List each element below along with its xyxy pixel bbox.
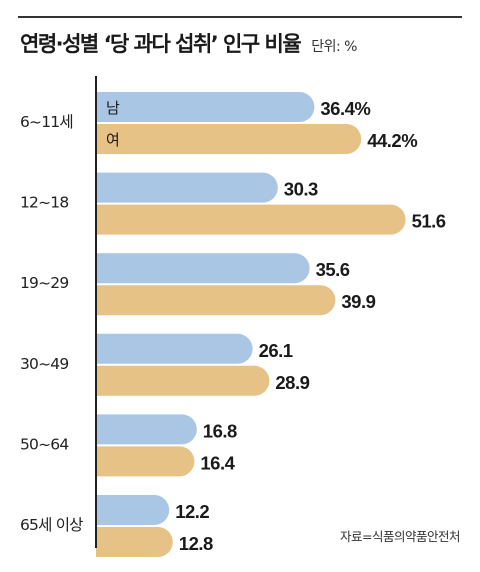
data-label: 12.8 [179, 533, 213, 554]
category-label: 65세 이상 [20, 516, 83, 534]
unit-label: 단위: % [311, 39, 357, 55]
legend-male: 남 [106, 99, 120, 117]
female-bar [96, 527, 173, 557]
male-bar [96, 495, 170, 525]
data-label: 44.2% [367, 130, 417, 151]
data-label: 26.1 [259, 340, 293, 361]
female-bar [96, 204, 406, 235]
male-bar [96, 253, 310, 284]
data-label: 16.8 [203, 420, 237, 441]
data-label: 51.6 [412, 211, 446, 232]
male-bar [96, 92, 315, 122]
category-label: 30~49 [20, 355, 68, 373]
category-label: 12~18 [20, 194, 68, 212]
female-bar [96, 365, 270, 396]
male-bar [96, 172, 278, 203]
male-bar [96, 414, 197, 445]
female-bar [96, 285, 336, 316]
legend-female: 여 [106, 131, 120, 149]
data-label: 12.2 [175, 501, 209, 522]
data-label: 35.6 [316, 259, 350, 280]
category-label: 19~29 [20, 274, 68, 292]
data-label: 16.4 [200, 452, 235, 473]
male-bar [96, 333, 253, 364]
category-label: 6~11세 [20, 113, 73, 131]
chart-title: 연령·성별 ‘당 과다 섭취’ 인구 비율 [20, 32, 302, 56]
female-bar [96, 446, 195, 477]
female-bar [96, 124, 362, 154]
data-label: 39.9 [341, 291, 375, 312]
title-row: 연령·성별 ‘당 과다 섭취’ 인구 비율 단위: % [20, 28, 357, 58]
data-label: 30.3 [284, 179, 318, 200]
category-label: 50~64 [20, 435, 68, 453]
source-note: 자료=식품의약품안전처 [340, 529, 460, 544]
top-rule [18, 16, 462, 18]
data-label: 36.4% [320, 98, 370, 119]
data-label: 28.9 [275, 372, 309, 393]
